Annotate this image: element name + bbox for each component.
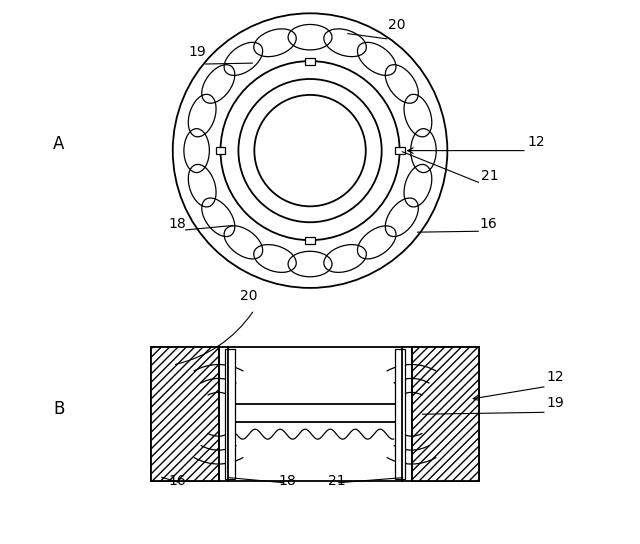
Text: 12: 12 xyxy=(527,135,545,149)
Text: 20: 20 xyxy=(388,18,405,32)
Text: A: A xyxy=(53,134,65,153)
Bar xyxy=(225,349,236,479)
Text: 21: 21 xyxy=(481,170,499,183)
Bar xyxy=(151,347,218,481)
Text: 16: 16 xyxy=(169,474,186,488)
Bar xyxy=(305,58,315,65)
Text: 18: 18 xyxy=(169,217,186,231)
Bar xyxy=(216,147,225,154)
Bar xyxy=(228,404,401,422)
Text: 16: 16 xyxy=(479,217,497,231)
Text: 19: 19 xyxy=(547,397,564,410)
Text: 18: 18 xyxy=(278,474,296,488)
Text: 19: 19 xyxy=(189,45,207,59)
Bar xyxy=(305,237,315,244)
Bar xyxy=(412,347,479,481)
Bar xyxy=(395,349,404,479)
Text: B: B xyxy=(53,400,65,418)
Bar xyxy=(395,147,404,154)
Text: 12: 12 xyxy=(547,370,564,385)
Bar xyxy=(151,347,479,481)
Text: 21: 21 xyxy=(328,474,346,488)
Text: 20: 20 xyxy=(241,289,258,303)
